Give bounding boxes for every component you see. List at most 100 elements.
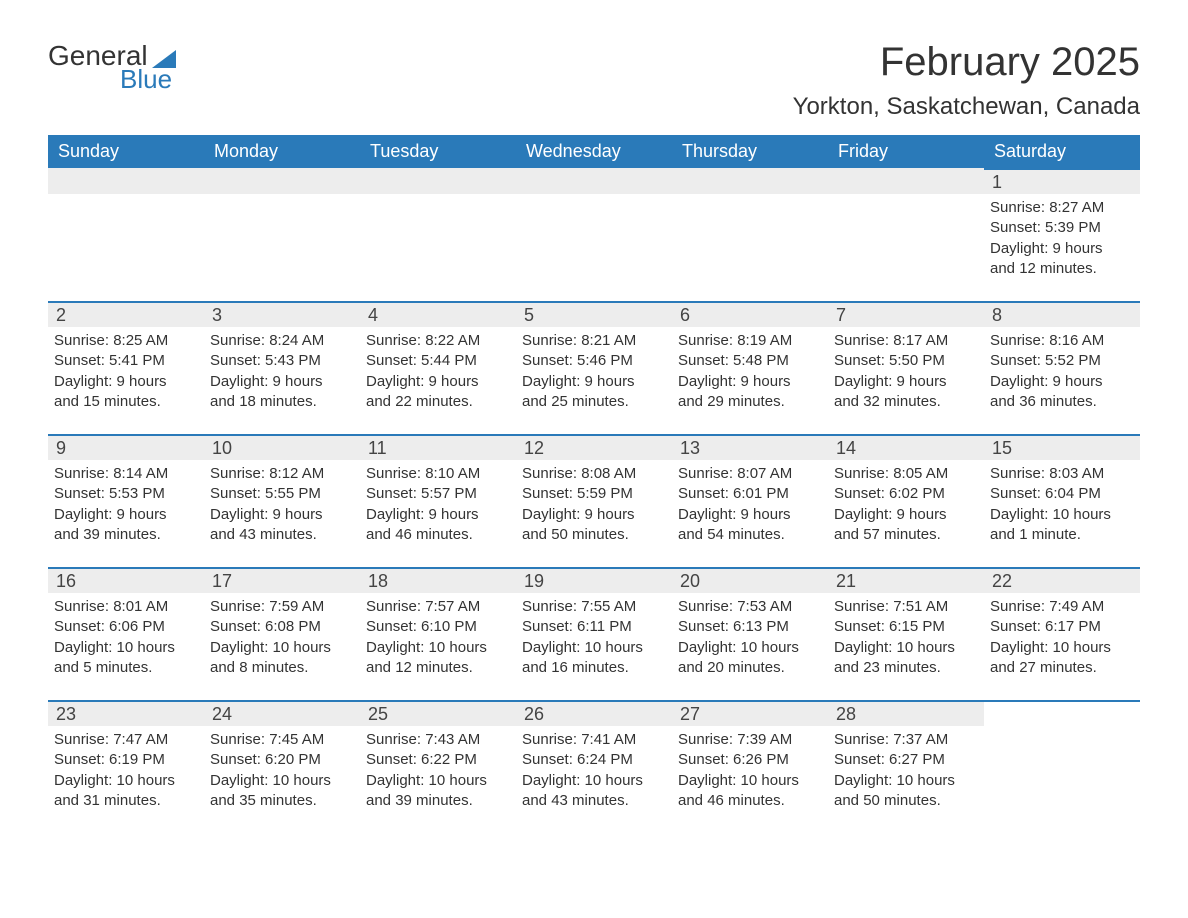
day-d1: Daylight: 10 hours [366, 771, 510, 791]
day-number: 6 [672, 301, 828, 327]
day-number: 10 [204, 434, 360, 460]
day-cell: Sunrise: 8:03 AMSunset: 6:04 PMDaylight:… [984, 460, 1140, 567]
day-number: 2 [48, 301, 204, 327]
day-sunset: Sunset: 5:46 PM [522, 351, 666, 371]
day-d2: and 5 minutes. [54, 658, 198, 678]
day-d2: and 20 minutes. [678, 658, 822, 678]
day-cell: Sunrise: 8:07 AMSunset: 6:01 PMDaylight:… [672, 460, 828, 567]
day-d1: Daylight: 9 hours [366, 505, 510, 525]
day-sunset: Sunset: 5:39 PM [990, 218, 1134, 238]
day-d1: Daylight: 9 hours [210, 505, 354, 525]
day-d2: and 32 minutes. [834, 392, 978, 412]
empty-cell [204, 194, 360, 301]
day-d2: and 54 minutes. [678, 525, 822, 545]
empty-cell [984, 726, 1140, 833]
day-sunset: Sunset: 6:26 PM [678, 750, 822, 770]
day-d1: Daylight: 10 hours [678, 771, 822, 791]
empty-cell [828, 168, 984, 194]
day-d2: and 31 minutes. [54, 791, 198, 811]
month-title: February 2025 [793, 40, 1140, 85]
day-sunset: Sunset: 6:04 PM [990, 484, 1134, 504]
day-number: 15 [984, 434, 1140, 460]
day-d1: Daylight: 9 hours [834, 372, 978, 392]
day-number: 23 [48, 700, 204, 726]
day-d1: Daylight: 9 hours [678, 505, 822, 525]
day-d1: Daylight: 10 hours [366, 638, 510, 658]
day-sunset: Sunset: 5:57 PM [366, 484, 510, 504]
day-sunrise: Sunrise: 7:53 AM [678, 597, 822, 617]
day-d1: Daylight: 9 hours [678, 372, 822, 392]
day-number: 5 [516, 301, 672, 327]
brand-sub: Blue [120, 64, 172, 95]
day-sunrise: Sunrise: 8:12 AM [210, 464, 354, 484]
day-cell: Sunrise: 8:01 AMSunset: 6:06 PMDaylight:… [48, 593, 204, 700]
empty-cell [984, 700, 1140, 726]
empty-cell [828, 194, 984, 301]
day-number: 14 [828, 434, 984, 460]
day-d2: and 46 minutes. [366, 525, 510, 545]
day-sunset: Sunset: 5:44 PM [366, 351, 510, 371]
day-number: 12 [516, 434, 672, 460]
day-cell: Sunrise: 7:57 AMSunset: 6:10 PMDaylight:… [360, 593, 516, 700]
day-cell: Sunrise: 8:17 AMSunset: 5:50 PMDaylight:… [828, 327, 984, 434]
day-number: 3 [204, 301, 360, 327]
day-sunrise: Sunrise: 8:07 AM [678, 464, 822, 484]
day-number: 18 [360, 567, 516, 593]
day-d1: Daylight: 9 hours [990, 372, 1134, 392]
day-d1: Daylight: 10 hours [990, 638, 1134, 658]
day-sunrise: Sunrise: 7:59 AM [210, 597, 354, 617]
day-cell: Sunrise: 7:49 AMSunset: 6:17 PMDaylight:… [984, 593, 1140, 700]
day-sunset: Sunset: 5:55 PM [210, 484, 354, 504]
day-sunrise: Sunrise: 8:08 AM [522, 464, 666, 484]
empty-cell [204, 168, 360, 194]
day-d1: Daylight: 9 hours [210, 372, 354, 392]
day-d2: and 50 minutes. [522, 525, 666, 545]
day-cell: Sunrise: 7:37 AMSunset: 6:27 PMDaylight:… [828, 726, 984, 833]
day-d2: and 29 minutes. [678, 392, 822, 412]
weekday-saturday: Saturday [984, 135, 1140, 168]
day-sunset: Sunset: 6:10 PM [366, 617, 510, 637]
day-sunrise: Sunrise: 8:19 AM [678, 331, 822, 351]
day-d2: and 35 minutes. [210, 791, 354, 811]
day-number: 4 [360, 301, 516, 327]
day-d1: Daylight: 10 hours [522, 771, 666, 791]
day-d2: and 43 minutes. [210, 525, 354, 545]
day-cell: Sunrise: 8:05 AMSunset: 6:02 PMDaylight:… [828, 460, 984, 567]
day-d2: and 22 minutes. [366, 392, 510, 412]
title-block: February 2025 Yorkton, Saskatchewan, Can… [793, 40, 1140, 121]
day-sunset: Sunset: 6:22 PM [366, 750, 510, 770]
day-sunset: Sunset: 6:24 PM [522, 750, 666, 770]
weekday-thursday: Thursday [672, 135, 828, 168]
day-d1: Daylight: 10 hours [834, 638, 978, 658]
day-sunrise: Sunrise: 7:57 AM [366, 597, 510, 617]
day-d2: and 27 minutes. [990, 658, 1134, 678]
day-cell: Sunrise: 8:21 AMSunset: 5:46 PMDaylight:… [516, 327, 672, 434]
day-cell: Sunrise: 8:12 AMSunset: 5:55 PMDaylight:… [204, 460, 360, 567]
day-sunset: Sunset: 5:41 PM [54, 351, 198, 371]
empty-cell [360, 194, 516, 301]
day-d2: and 43 minutes. [522, 791, 666, 811]
day-sunrise: Sunrise: 8:10 AM [366, 464, 510, 484]
day-sunset: Sunset: 5:59 PM [522, 484, 666, 504]
day-sunset: Sunset: 6:02 PM [834, 484, 978, 504]
day-d1: Daylight: 9 hours [54, 372, 198, 392]
day-d2: and 15 minutes. [54, 392, 198, 412]
day-sunset: Sunset: 6:11 PM [522, 617, 666, 637]
day-sunrise: Sunrise: 7:55 AM [522, 597, 666, 617]
header: General Blue February 2025 Yorkton, Sask… [48, 40, 1140, 121]
day-d1: Daylight: 10 hours [678, 638, 822, 658]
day-number: 22 [984, 567, 1140, 593]
weekday-wednesday: Wednesday [516, 135, 672, 168]
day-d1: Daylight: 10 hours [54, 771, 198, 791]
day-d1: Daylight: 9 hours [366, 372, 510, 392]
day-sunrise: Sunrise: 7:51 AM [834, 597, 978, 617]
day-d2: and 36 minutes. [990, 392, 1134, 412]
weekday-tuesday: Tuesday [360, 135, 516, 168]
day-sunrise: Sunrise: 7:43 AM [366, 730, 510, 750]
day-sunset: Sunset: 6:17 PM [990, 617, 1134, 637]
day-sunset: Sunset: 5:48 PM [678, 351, 822, 371]
empty-cell [516, 194, 672, 301]
day-cell: Sunrise: 8:16 AMSunset: 5:52 PMDaylight:… [984, 327, 1140, 434]
weekday-monday: Monday [204, 135, 360, 168]
day-sunrise: Sunrise: 8:05 AM [834, 464, 978, 484]
